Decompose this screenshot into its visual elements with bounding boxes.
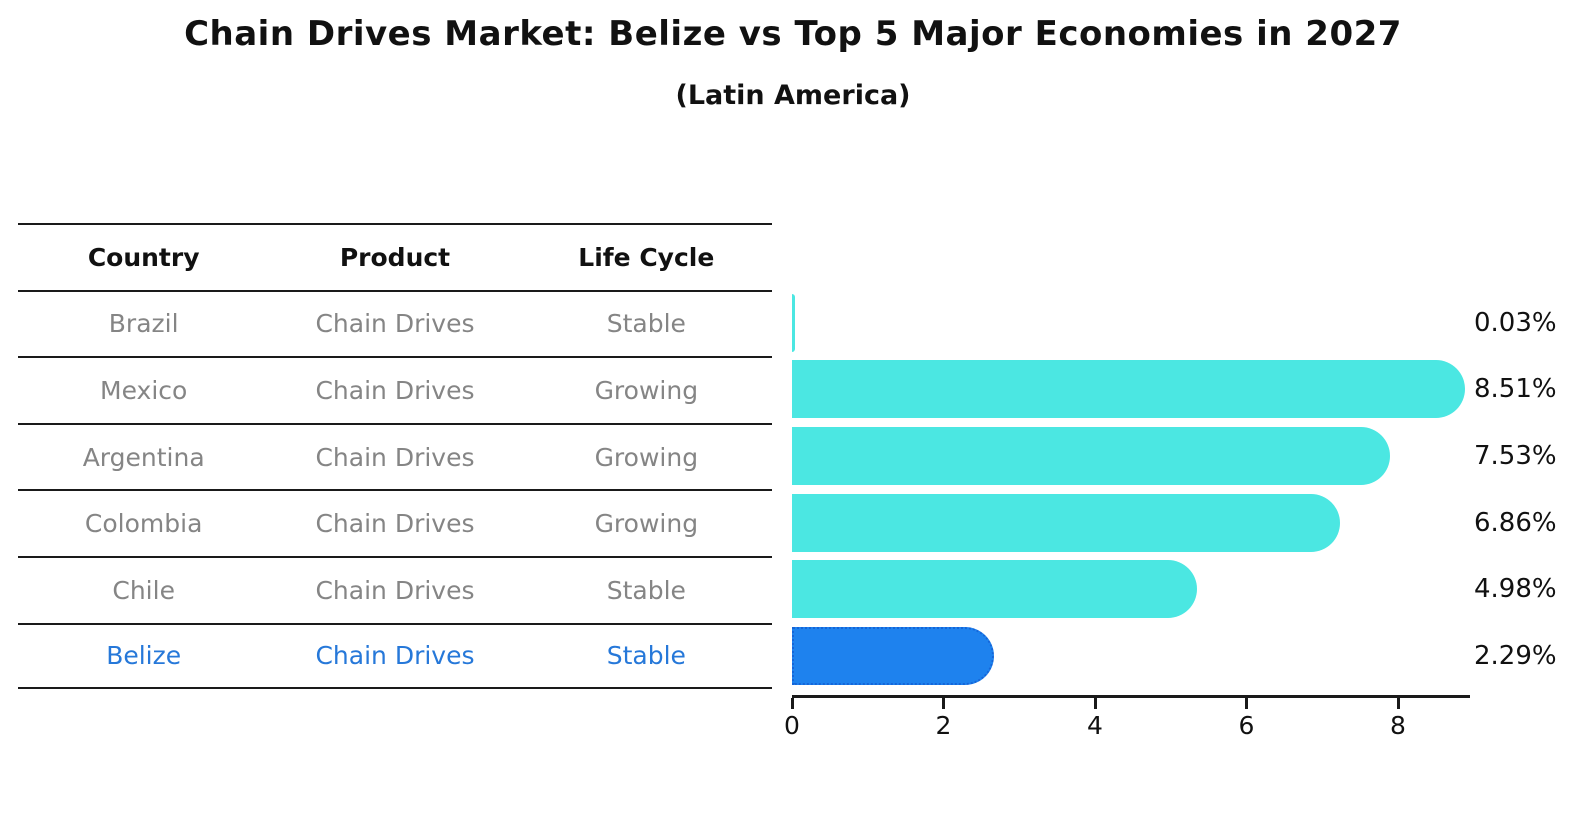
axis-tick: [1396, 698, 1400, 709]
bar-row: 7.53%: [792, 423, 1586, 490]
chart-subtitle: (Latin America): [675, 80, 911, 111]
table-header-row: Country Product Life Cycle: [18, 223, 772, 290]
bar-highlight: [792, 626, 994, 685]
table-header-product: Product: [339, 242, 451, 272]
bar: [792, 427, 1391, 486]
table-cell-lifecycle: Stable: [606, 309, 686, 339]
table-header-country: Country: [87, 242, 200, 272]
axis-tick: [1093, 698, 1097, 709]
table-row: Chile Chain Drives Stable: [18, 555, 772, 623]
bar-value-label: 7.53%: [1474, 441, 1557, 472]
table-cell-product: Chain Drives: [315, 641, 475, 671]
table-cell-product: Chain Drives: [315, 375, 475, 405]
bar-value-label: 0.03%: [1474, 307, 1557, 338]
table-cell-country: Argentina: [82, 442, 205, 472]
table-cell-lifecycle: Stable: [606, 575, 686, 605]
table-cell-country: Brazil: [108, 309, 179, 339]
table-cell-lifecycle: Growing: [594, 509, 699, 539]
bar: [792, 360, 1465, 419]
comparison-table: Country Product Life Cycle Brazil Chain …: [18, 223, 772, 690]
bar-row: 2.29%: [792, 623, 1586, 690]
table-cell-product: Chain Drives: [315, 509, 475, 539]
table-row: Argentina Chain Drives Growing: [18, 422, 772, 490]
x-axis: 0 2 4 6 8: [784, 695, 1470, 755]
axis-tick-label: 0: [784, 711, 800, 740]
axis-tick-label: 6: [1238, 711, 1255, 740]
table-header-life-cycle: Life Cycle: [578, 242, 715, 272]
chart-title: Chain Drives Market: Belize vs Top 5 Maj…: [184, 14, 1402, 54]
table-row: Belize Chain Drives Stable: [18, 622, 772, 690]
bar-value-label: 4.98%: [1474, 574, 1557, 605]
bar: [792, 560, 1198, 619]
bar: [792, 493, 1340, 552]
bar-value-label: 2.29%: [1474, 640, 1557, 671]
table-cell-product: Chain Drives: [315, 575, 475, 605]
bar: [792, 293, 796, 352]
bar-value-label: 6.86%: [1474, 507, 1557, 538]
table-row: Mexico Chain Drives Growing: [18, 356, 772, 423]
table-cell-country: Chile: [112, 575, 175, 605]
bar-value-label: 8.51%: [1474, 374, 1557, 405]
axis-tick-label: 8: [1390, 711, 1406, 740]
axis-tick-label: 2: [935, 711, 952, 740]
bar-row: 0.03%: [792, 290, 1586, 357]
axis-tick-label: 4: [1087, 711, 1103, 740]
table-cell-country: Mexico: [100, 375, 188, 405]
x-axis-line: [792, 695, 1470, 698]
table-cell-lifecycle: Stable: [606, 641, 686, 671]
table-row: Brazil Chain Drives Stable: [18, 289, 772, 357]
bar-chart: 0.03% 8.51% 7.53% 6.86% 4.98% 2.29%: [792, 290, 1586, 690]
table-cell-lifecycle: Growing: [594, 375, 699, 405]
table-cell-product: Chain Drives: [315, 442, 475, 472]
bar-row: 6.86%: [792, 489, 1586, 556]
table-cell-lifecycle: Growing: [594, 442, 699, 472]
table-cell-product: Chain Drives: [315, 309, 475, 339]
axis-tick: [1245, 698, 1248, 709]
table-cell-country: Colombia: [84, 509, 203, 539]
axis-tick: [790, 698, 794, 709]
table-row: Colombia Chain Drives Growing: [18, 489, 772, 556]
table-cell-country: Belize: [106, 641, 182, 671]
bar-row: 4.98%: [792, 556, 1586, 623]
axis-tick: [942, 698, 945, 709]
bar-row: 8.51%: [792, 356, 1586, 423]
